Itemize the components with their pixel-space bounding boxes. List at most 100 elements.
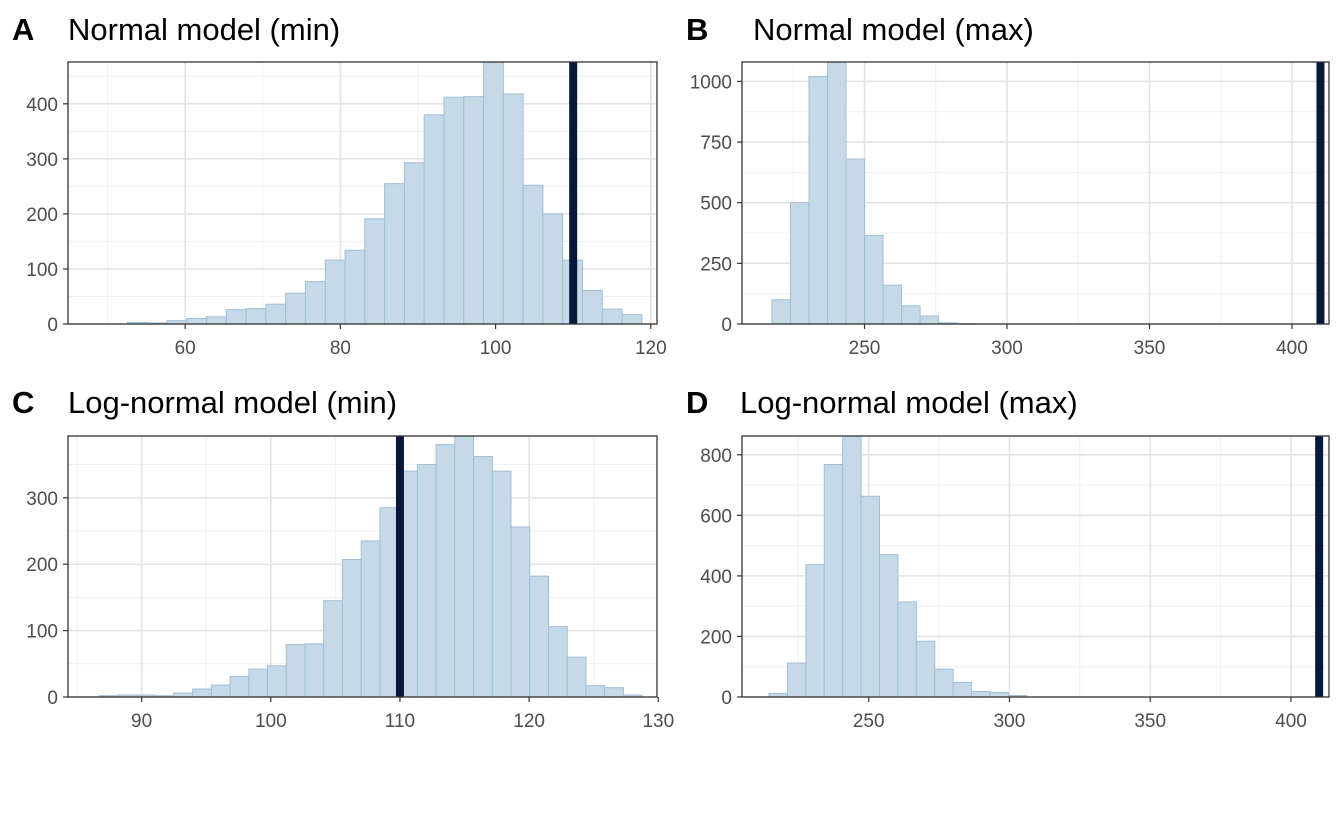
x-tick-label: 350 — [1134, 338, 1166, 359]
histogram-bar — [210, 684, 231, 698]
histogram-bar — [248, 668, 269, 698]
x-tick-label: 300 — [991, 338, 1023, 359]
histogram-bar — [483, 61, 504, 325]
panel-title: Log-normal model (max) — [740, 385, 1078, 420]
x-tick-label: 250 — [849, 338, 881, 359]
y-tick-label: 0 — [721, 315, 732, 336]
panel-c: C Log-normal model (min) 90 100 110 120 130 0… — [12, 385, 674, 732]
panel-d: D Log-normal model (max) 250 300 350 400 0 20… — [686, 385, 1330, 732]
x-tick-label: 100 — [255, 711, 287, 732]
histogram-bar — [786, 662, 807, 698]
panel-title: Normal model (min) — [68, 12, 340, 47]
histogram-bar — [601, 308, 623, 325]
y-tick-label: 0 — [721, 688, 732, 709]
histogram-bar — [582, 289, 603, 325]
panel-title: Normal model (max) — [753, 12, 1034, 47]
histogram-bar — [879, 554, 899, 698]
histogram-bar — [304, 643, 325, 698]
histogram-bar — [510, 526, 531, 698]
y-tick-label: 400 — [26, 95, 58, 116]
histogram-bar — [842, 435, 862, 698]
panel-title: Log-normal model (min) — [68, 385, 397, 420]
panel-tag: B — [686, 12, 708, 47]
histogram-bar — [285, 644, 306, 698]
histogram-bar — [915, 640, 936, 698]
x-tick-label: 300 — [994, 711, 1026, 732]
histogram-bar — [384, 183, 405, 325]
panel-tag: D — [686, 385, 708, 420]
x-tick-label: 90 — [131, 711, 152, 732]
histogram-bar — [360, 540, 381, 698]
x-tick-label: 350 — [1134, 711, 1166, 732]
panel-border — [741, 61, 1330, 325]
histogram-bar — [304, 281, 326, 325]
histogram-bar — [919, 315, 940, 325]
y-tick-label: 100 — [26, 260, 58, 281]
panel-border — [741, 435, 1330, 698]
histogram-bar — [882, 284, 903, 325]
histogram-bar — [901, 305, 921, 325]
histogram-bar — [265, 303, 287, 325]
histogram-bar — [192, 688, 212, 698]
histogram-bar — [823, 463, 844, 698]
histogram-bar — [808, 76, 828, 325]
histogram-bar — [529, 575, 549, 698]
x-tick-label: 400 — [1276, 338, 1308, 359]
histogram-bar — [463, 96, 485, 325]
x-tick-label: 60 — [175, 338, 196, 359]
y-tick-label: 250 — [700, 254, 732, 275]
histogram-bar — [416, 464, 437, 698]
y-tick-label: 0 — [47, 315, 58, 336]
histogram-bar — [245, 308, 267, 325]
histogram-bar — [324, 259, 346, 325]
histogram-bar — [206, 316, 227, 325]
y-tick-label: 100 — [26, 622, 58, 643]
histogram-bar — [454, 435, 475, 698]
histogram-bar — [548, 626, 568, 698]
panel-a: A Normal model (min) 60 80 100 120 0 100 200 30… — [12, 12, 667, 359]
y-tick-label: 600 — [700, 506, 732, 527]
histogram-bar — [989, 691, 1009, 698]
panel-border — [67, 61, 658, 325]
histogram-bar — [522, 184, 544, 325]
histogram-bar — [604, 687, 624, 698]
histogram-bar — [364, 218, 386, 325]
histogram-bar — [585, 685, 606, 698]
panel-border — [67, 435, 658, 698]
histogram-bar — [952, 681, 973, 698]
histogram-bar — [186, 317, 208, 325]
histogram-bar — [826, 61, 847, 325]
histogram-bar — [934, 668, 954, 698]
x-tick-label: 110 — [385, 711, 415, 732]
histogram-bar — [621, 314, 643, 325]
y-tick-label: 500 — [700, 194, 732, 215]
y-tick-label: 0 — [47, 688, 58, 709]
histogram-bar — [771, 299, 791, 325]
x-tick-label: 130 — [642, 711, 674, 732]
histogram-bar — [443, 96, 465, 325]
histogram-bar — [473, 456, 493, 698]
histogram-bar — [897, 601, 917, 698]
histogram-bar — [403, 162, 425, 325]
histogram-bar — [285, 292, 306, 325]
panel-b: B Normal model (max) 250 300 350 400 0 250 500… — [686, 12, 1330, 359]
y-tick-label: 300 — [26, 489, 58, 510]
y-tick-label: 400 — [700, 567, 732, 588]
histogram-bar — [542, 213, 564, 325]
y-tick-label: 800 — [700, 446, 732, 467]
x-tick-label: 120 — [513, 711, 545, 732]
panel-tag: A — [12, 12, 34, 47]
y-tick-label: 200 — [26, 205, 58, 226]
histogram-bar — [566, 656, 587, 698]
y-tick-label: 1000 — [690, 72, 732, 93]
histogram-bar — [344, 249, 366, 325]
y-tick-label: 300 — [26, 150, 58, 171]
x-tick-label: 100 — [480, 338, 512, 359]
histogram-bar — [267, 665, 287, 698]
histogram-bar — [502, 93, 524, 325]
histogram-bar — [789, 202, 810, 325]
histogram-bar — [323, 600, 343, 698]
histogram-bar — [864, 234, 884, 325]
x-tick-label: 80 — [330, 338, 351, 359]
